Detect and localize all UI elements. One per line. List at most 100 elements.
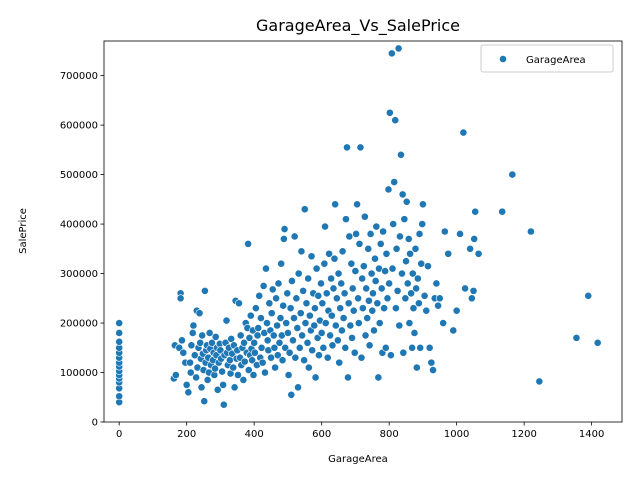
data-point — [391, 304, 400, 313]
data-point — [363, 314, 372, 322]
data-point — [178, 336, 186, 345]
y-tick-label: 100000 — [60, 368, 98, 379]
legend: GarageArea — [480, 44, 614, 73]
data-point — [429, 366, 437, 374]
data-point — [330, 254, 339, 263]
data-point — [393, 286, 402, 295]
data-point — [225, 356, 234, 365]
data-point — [526, 227, 535, 236]
data-point — [240, 338, 248, 347]
x-tick-label: 400 — [245, 429, 264, 440]
data-point — [384, 185, 393, 194]
data-point — [307, 252, 316, 261]
data-point — [305, 311, 314, 320]
data-point — [403, 279, 412, 288]
data-point — [300, 356, 309, 365]
plot-frame — [103, 40, 623, 423]
y-tick-label: 200000 — [60, 319, 98, 330]
data-point — [343, 143, 351, 152]
data-point — [245, 333, 254, 342]
data-point — [466, 244, 475, 253]
data-point — [535, 377, 544, 386]
data-point — [299, 286, 307, 295]
data-point — [333, 336, 342, 345]
data-point — [325, 249, 333, 258]
data-point — [382, 249, 391, 258]
data-point — [317, 279, 325, 288]
data-point — [320, 259, 329, 268]
data-point — [200, 397, 209, 406]
data-point — [294, 383, 302, 392]
data-point — [370, 326, 378, 335]
data-point — [234, 371, 242, 379]
data-point — [115, 319, 124, 327]
data-point — [395, 321, 404, 330]
data-point — [304, 274, 313, 283]
data-point — [321, 222, 329, 231]
data-point — [303, 338, 312, 347]
data-point — [345, 232, 354, 241]
data-point — [411, 244, 420, 253]
data-point — [205, 329, 214, 337]
data-point — [367, 269, 376, 278]
data-point — [470, 235, 479, 243]
data-point — [404, 235, 413, 243]
data-point — [572, 333, 581, 342]
data-point — [401, 294, 410, 303]
data-point — [377, 284, 386, 293]
data-point — [273, 321, 282, 330]
data-point — [405, 319, 414, 327]
data-point — [388, 264, 397, 273]
data-point — [508, 170, 517, 179]
data-point — [593, 338, 602, 347]
data-point — [203, 376, 212, 384]
data-point — [402, 257, 410, 266]
data-point — [434, 301, 442, 310]
data-point — [331, 200, 340, 209]
data-point — [230, 383, 239, 392]
data-point — [271, 363, 279, 372]
data-point — [257, 343, 266, 352]
data-point — [364, 244, 373, 253]
x-tick-label: 0 — [116, 429, 122, 440]
data-point — [248, 356, 257, 365]
data-point — [427, 358, 436, 367]
data-point — [365, 296, 373, 305]
data-point — [334, 269, 343, 278]
data-point — [186, 358, 194, 367]
y-tick-label: 400000 — [60, 220, 98, 231]
data-point — [371, 277, 380, 285]
data-point — [348, 284, 357, 293]
data-point — [354, 294, 363, 303]
data-point — [197, 383, 206, 392]
data-point — [415, 230, 424, 238]
data-point — [408, 269, 417, 278]
data-point — [251, 304, 260, 313]
data-point — [344, 299, 353, 308]
data-point — [284, 329, 292, 337]
data-point — [176, 294, 185, 303]
data-point — [293, 324, 302, 332]
data-point — [412, 284, 421, 293]
data-point — [379, 227, 387, 236]
y-axis-label: SalePrice — [18, 208, 29, 254]
data-point — [400, 215, 409, 224]
data-point — [171, 371, 180, 379]
data-point — [235, 299, 243, 308]
data-point — [467, 294, 476, 303]
data-point — [317, 329, 326, 337]
data-point — [329, 284, 338, 293]
data-point — [338, 326, 346, 335]
data-point — [208, 338, 216, 347]
data-point — [210, 371, 219, 379]
data-point — [373, 299, 382, 308]
data-point — [356, 143, 365, 152]
data-point — [277, 259, 286, 268]
legend-marker — [499, 55, 507, 63]
data-point — [348, 333, 356, 342]
data-point — [335, 358, 344, 367]
data-point — [409, 304, 418, 313]
data-point — [408, 343, 416, 352]
data-point — [398, 269, 406, 278]
data-point — [435, 294, 444, 303]
